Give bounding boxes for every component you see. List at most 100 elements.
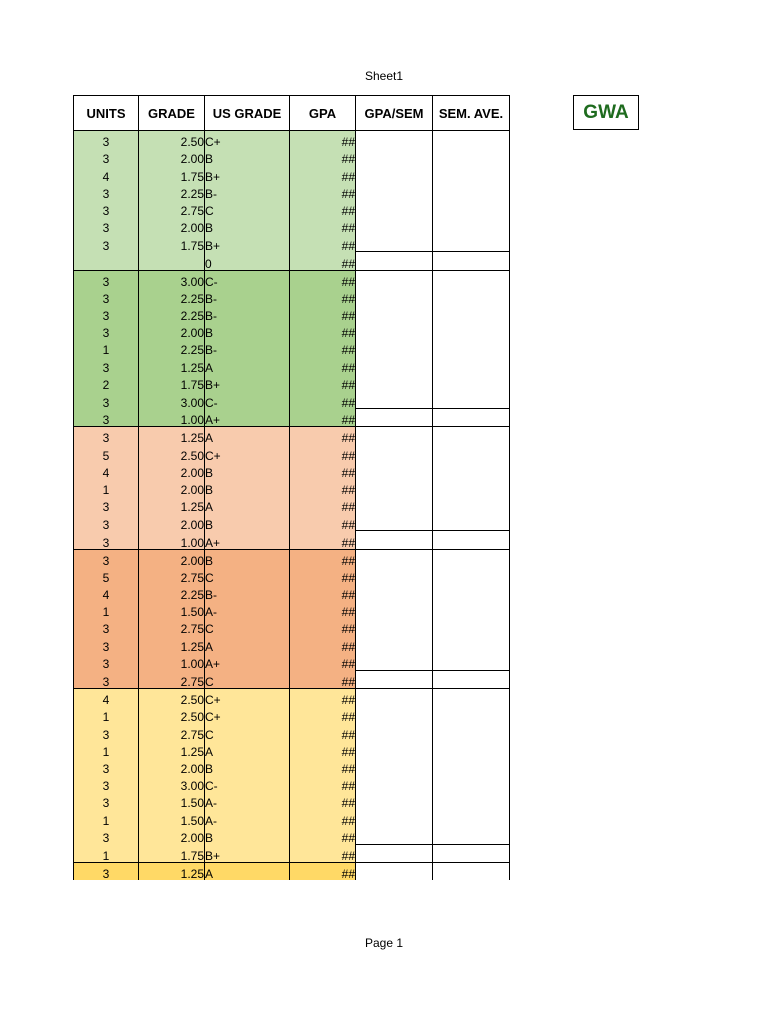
units-cell[interactable]: 3	[73, 216, 139, 234]
grade-cell[interactable]: 1.25	[138, 495, 205, 513]
header-units[interactable]: UNITS	[73, 95, 139, 131]
gpa-cell[interactable]: ##	[289, 601, 356, 619]
us-grade-cell[interactable]: C	[204, 670, 290, 689]
sem-ave-cell[interactable]	[432, 826, 510, 845]
units-cell[interactable]: 3	[73, 182, 139, 200]
grade-cell[interactable]: 1.75	[138, 234, 205, 252]
gpa-sem-cell[interactable]	[355, 809, 433, 827]
us-grade-cell[interactable]: C	[204, 199, 290, 217]
grade-cell[interactable]: 1.75	[138, 844, 205, 863]
gpa-sem-cell[interactable]	[355, 652, 433, 671]
gpa-sem-cell[interactable]	[355, 495, 433, 514]
us-grade-cell[interactable]: C-	[204, 390, 290, 409]
us-grade-cell[interactable]: A	[204, 635, 290, 653]
gpa-sem-cell[interactable]	[355, 461, 433, 479]
units-cell[interactable]: 3	[73, 269, 139, 288]
gpa-sem-cell[interactable]	[355, 635, 433, 653]
grade-cell[interactable]: 1.50	[138, 601, 205, 618]
grade-cell[interactable]: 2.00	[138, 826, 205, 845]
units-cell[interactable]: 3	[73, 652, 139, 671]
grade-cell[interactable]: 3.00	[138, 390, 205, 409]
units-cell[interactable]: 3	[73, 548, 139, 567]
gpa-cell[interactable]: ##	[289, 269, 356, 288]
us-grade-cell[interactable]: B	[204, 478, 290, 496]
gpa-sem-cell[interactable]	[355, 757, 433, 775]
grade-cell[interactable]: 2.00	[138, 322, 205, 339]
gpa-cell[interactable]: ##	[289, 322, 356, 340]
sem-ave-cell[interactable]	[432, 792, 510, 810]
grade-cell[interactable]: 2.50	[138, 444, 205, 462]
us-grade-cell[interactable]: A-	[204, 809, 290, 827]
us-grade-cell[interactable]: A+	[204, 530, 290, 549]
sem-ave-cell[interactable]	[432, 652, 510, 671]
gpa-cell[interactable]: ##	[289, 740, 356, 758]
units-cell[interactable]: 3	[73, 618, 139, 636]
us-grade-cell[interactable]: C+	[204, 130, 290, 149]
grade-cell[interactable]: 2.50	[138, 706, 205, 723]
sem-ave-cell[interactable]	[432, 182, 510, 200]
grade-cell[interactable]: 2.75	[138, 670, 205, 689]
gpa-cell[interactable]: ##	[289, 373, 356, 391]
sem-ave-cell[interactable]	[432, 339, 510, 357]
sem-ave-cell[interactable]	[432, 618, 510, 636]
units-cell[interactable]: 4	[73, 165, 139, 183]
gpa-sem-cell[interactable]	[355, 426, 433, 445]
us-grade-cell[interactable]: A	[204, 356, 290, 374]
us-grade-cell[interactable]: A+	[204, 652, 290, 671]
gpa-sem-cell[interactable]	[355, 165, 433, 183]
units-cell[interactable]: 3	[73, 723, 139, 741]
gpa-cell[interactable]: ##	[289, 670, 356, 689]
sem-ave-cell[interactable]	[432, 216, 510, 235]
us-grade-cell[interactable]: B	[204, 322, 290, 339]
units-cell[interactable]: 5	[73, 444, 139, 462]
sem-ave-cell[interactable]	[432, 407, 510, 427]
units-cell[interactable]: 3	[73, 356, 139, 374]
sem-ave-cell[interactable]	[432, 165, 510, 183]
us-grade-cell[interactable]: B-	[204, 182, 290, 200]
gpa-sem-cell[interactable]	[355, 269, 433, 288]
sem-ave-cell[interactable]	[432, 740, 510, 758]
gpa-sem-cell[interactable]	[355, 339, 433, 357]
us-grade-cell[interactable]: C+	[204, 706, 290, 723]
us-grade-cell[interactable]: B+	[204, 234, 290, 252]
sem-ave-cell[interactable]	[432, 495, 510, 514]
sem-ave-cell[interactable]	[432, 861, 510, 881]
us-grade-cell[interactable]: A	[204, 495, 290, 513]
sem-ave-cell[interactable]	[432, 269, 510, 288]
us-grade-cell[interactable]: C-	[204, 269, 290, 288]
gpa-cell[interactable]: ##	[289, 792, 356, 810]
grade-cell[interactable]: 2.75	[138, 566, 205, 584]
sem-ave-cell[interactable]	[432, 444, 510, 462]
gpa-cell[interactable]: ##	[289, 723, 356, 741]
sem-ave-cell[interactable]	[432, 723, 510, 741]
sem-ave-cell[interactable]	[432, 513, 510, 531]
gpa-sem-cell[interactable]	[355, 390, 433, 409]
grade-cell[interactable]: 1.00	[138, 408, 205, 427]
gpa-cell[interactable]: ##	[289, 652, 356, 671]
sem-ave-cell[interactable]	[432, 669, 510, 689]
us-grade-cell[interactable]: B	[204, 461, 290, 479]
units-cell[interactable]: 3	[73, 530, 139, 549]
gpa-sem-cell[interactable]	[355, 843, 433, 863]
us-grade-cell[interactable]: A	[204, 740, 290, 758]
gpa-cell[interactable]: ##	[289, 478, 356, 496]
gpa-cell[interactable]: ##	[289, 461, 356, 479]
sem-ave-cell[interactable]	[432, 322, 510, 340]
gpa-cell[interactable]: ##	[289, 444, 356, 462]
units-cell[interactable]: 1	[73, 740, 139, 758]
units-cell[interactable]: 2	[73, 373, 139, 391]
units-cell[interactable]: 3	[73, 148, 139, 165]
units-cell[interactable]: 1	[73, 478, 139, 496]
gpa-sem-cell[interactable]	[355, 530, 433, 549]
grade-cell[interactable]: 2.00	[138, 148, 205, 165]
gpa-cell[interactable]: ##	[289, 826, 356, 845]
sem-ave-cell[interactable]	[432, 706, 510, 724]
gpa-cell[interactable]: ##	[289, 356, 356, 374]
grade-cell[interactable]: 2.00	[138, 548, 205, 567]
sem-ave-cell[interactable]	[432, 843, 510, 863]
units-cell[interactable]: 3	[73, 774, 139, 792]
units-cell[interactable]: 1	[73, 809, 139, 827]
gpa-sem-cell[interactable]	[355, 251, 433, 270]
us-grade-cell[interactable]: B	[204, 148, 290, 165]
gpa-cell[interactable]: ##	[289, 182, 356, 200]
